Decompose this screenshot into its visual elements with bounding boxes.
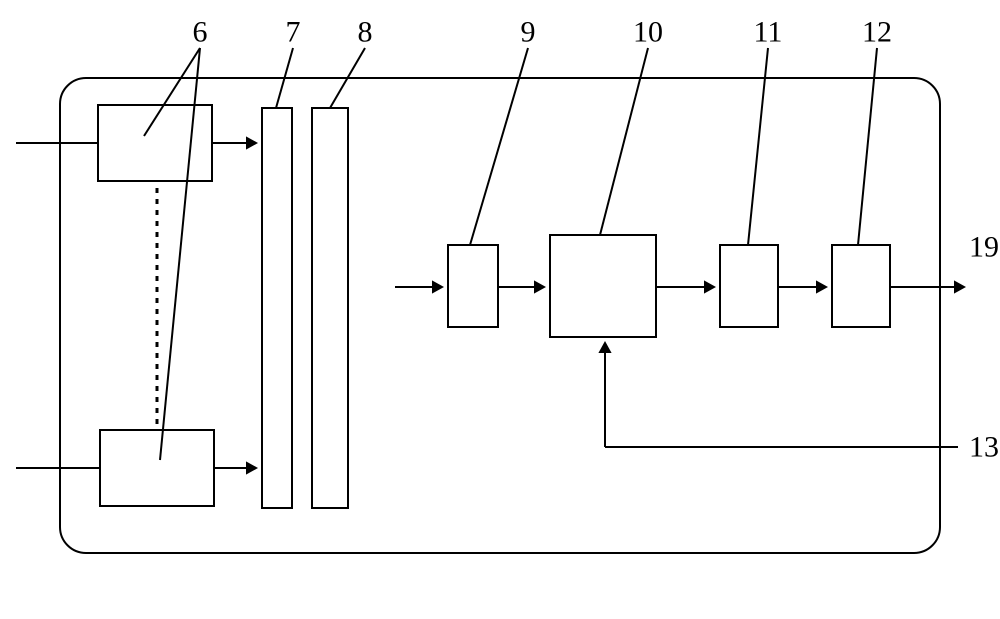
label-l19: 19 bbox=[969, 231, 999, 264]
block-9 bbox=[448, 245, 498, 327]
label-l7: 7 bbox=[286, 16, 301, 49]
block-6-bottom bbox=[100, 430, 214, 506]
label-l8: 8 bbox=[358, 16, 373, 49]
label-l6: 6 bbox=[193, 16, 208, 49]
block-8 bbox=[312, 108, 348, 508]
arrow-a12_out-head bbox=[954, 280, 966, 293]
label-l10: 10 bbox=[633, 16, 663, 49]
block-10 bbox=[550, 235, 656, 337]
block-12 bbox=[832, 245, 890, 327]
block-11 bbox=[720, 245, 778, 327]
label-l13: 13 bbox=[969, 431, 999, 464]
block-6-top bbox=[98, 105, 212, 181]
label-l12: 12 bbox=[862, 16, 892, 49]
block-7 bbox=[262, 108, 292, 508]
label-l11: 11 bbox=[754, 16, 783, 49]
label-l9: 9 bbox=[521, 16, 536, 49]
